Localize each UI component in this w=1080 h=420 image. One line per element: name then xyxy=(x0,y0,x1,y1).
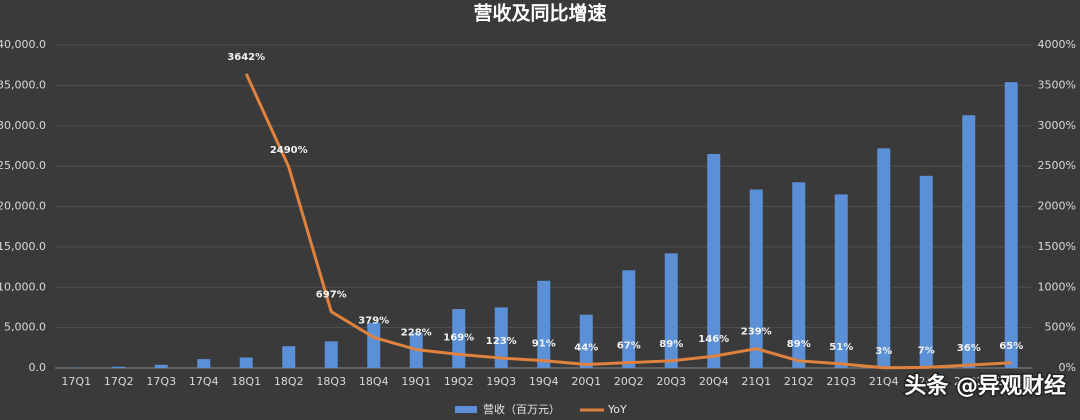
bar xyxy=(1004,82,1018,369)
x-tick-label: 17Q1 xyxy=(61,375,91,388)
bar xyxy=(282,346,296,368)
y2-tick-label: 3000% xyxy=(1038,119,1076,132)
x-tick-label: 17Q2 xyxy=(104,375,134,388)
bar xyxy=(494,307,508,368)
x-tick-label: 22Q1 xyxy=(911,375,941,388)
data-label: 51% xyxy=(829,342,853,353)
x-tick-label: 19Q1 xyxy=(401,375,431,388)
y2-tick-label: 0% xyxy=(1059,361,1076,374)
y-tick-label: 5,000.0 xyxy=(4,321,46,334)
bar xyxy=(707,154,721,368)
bar xyxy=(579,314,593,368)
data-label: 228% xyxy=(401,328,432,339)
y-tick-label: 30,000.0 xyxy=(0,119,46,132)
y-tick-label: 0.0 xyxy=(29,361,47,374)
data-label: 3642% xyxy=(227,52,265,63)
x-tick-label: 17Q3 xyxy=(146,375,176,388)
x-tick-label: 19Q3 xyxy=(486,375,516,388)
legend-swatch xyxy=(455,406,477,413)
y-tick-label: 10,000.0 xyxy=(0,280,46,293)
y2-tick-label: 2500% xyxy=(1038,159,1076,172)
x-tick-label: 19Q2 xyxy=(444,375,474,388)
y-tick-label: 15,000.0 xyxy=(0,240,46,253)
data-label: 169% xyxy=(443,332,474,343)
x-tick-label: 21Q2 xyxy=(784,375,814,388)
bar xyxy=(792,182,806,368)
x-tick-label: 18Q3 xyxy=(316,375,346,388)
data-label: 65% xyxy=(999,341,1023,352)
x-tick-label: 21Q4 xyxy=(869,375,899,388)
data-label: 146% xyxy=(698,334,729,345)
y2-tick-label: 3500% xyxy=(1038,78,1076,91)
x-tick-label: 18Q1 xyxy=(231,375,261,388)
data-label: 67% xyxy=(617,341,641,352)
y-tick-label: 20,000.0 xyxy=(0,200,46,213)
data-label: 7% xyxy=(918,345,935,356)
chart-title: 营收及同比增速 xyxy=(473,2,606,25)
x-tick-label: 22Q3 xyxy=(996,375,1026,388)
bar xyxy=(367,322,381,368)
y-tick-label: 25,000.0 xyxy=(0,159,46,172)
x-tick-label: 20Q3 xyxy=(656,375,686,388)
bar xyxy=(877,148,891,368)
legend-label: 营收（百万元） xyxy=(483,402,560,416)
bar xyxy=(622,270,636,368)
legend-label: YoY xyxy=(607,403,627,416)
bar xyxy=(749,189,763,368)
bar xyxy=(919,175,933,368)
data-label: 239% xyxy=(741,327,772,338)
x-tick-label: 20Q4 xyxy=(699,375,729,388)
x-tick-label: 19Q4 xyxy=(529,375,559,388)
bar xyxy=(324,341,338,368)
x-tick-label: 18Q2 xyxy=(274,375,304,388)
data-label: 91% xyxy=(532,339,556,350)
bar xyxy=(537,280,551,368)
data-label: 3% xyxy=(875,346,892,357)
data-label: 89% xyxy=(787,339,811,350)
bar xyxy=(962,115,976,368)
data-label: 123% xyxy=(486,336,517,347)
data-label: 2490% xyxy=(270,145,308,156)
bar xyxy=(197,359,211,368)
data-label: 44% xyxy=(574,342,598,353)
data-label: 379% xyxy=(358,315,389,326)
x-tick-label: 17Q4 xyxy=(189,375,219,388)
bar xyxy=(154,364,168,368)
y2-tick-label: 2000% xyxy=(1038,200,1076,213)
x-tick-label: 21Q1 xyxy=(741,375,771,388)
data-label: 36% xyxy=(957,343,981,354)
bar xyxy=(664,253,678,368)
y2-tick-label: 500% xyxy=(1045,321,1076,334)
x-tick-label: 21Q3 xyxy=(826,375,856,388)
bar xyxy=(834,194,848,368)
y2-tick-label: 1500% xyxy=(1038,240,1076,253)
x-tick-label: 20Q1 xyxy=(571,375,601,388)
line xyxy=(244,73,1012,370)
watermark: 头条 @异观财经 xyxy=(904,373,1066,399)
x-tick-label: 20Q2 xyxy=(614,375,644,388)
x-tick-label: 22Q2 xyxy=(954,375,984,388)
y2-tick-label: 4000% xyxy=(1038,38,1076,51)
y2-tick-label: 1000% xyxy=(1038,280,1076,293)
x-tick-label: 18Q4 xyxy=(359,375,389,388)
bar xyxy=(112,366,126,368)
y-tick-label: 35,000.0 xyxy=(0,78,46,91)
data-label: 89% xyxy=(659,339,683,350)
data-label: 697% xyxy=(316,290,347,301)
bar xyxy=(239,357,253,368)
y-tick-label: 40,000.0 xyxy=(0,38,46,51)
